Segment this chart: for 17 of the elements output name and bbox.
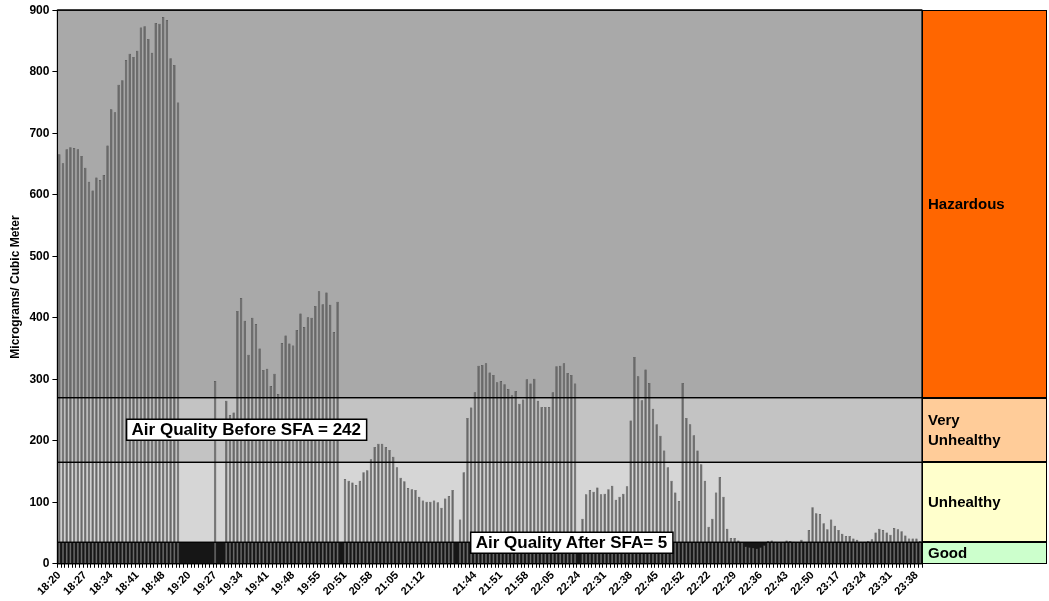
y-tick-label: 800 [29,64,50,79]
y-tick-label: 700 [29,125,50,140]
y-tick-label: 900 [29,2,50,17]
category-label: Hazardous [928,193,1005,214]
y-axis-title: Micrograms/ Cubic Meter [7,214,22,359]
y-tick-label: 100 [29,494,50,509]
annotation: Air Quality Before SFA = 242 [131,420,362,440]
y-tick-label: 600 [29,187,50,202]
y-tick-label: 500 [29,248,50,263]
y-tick-label: 400 [29,310,50,325]
category-label: Unhealthy [928,492,1001,513]
category-label: Good [928,543,968,563]
y-tick-label: 0 [42,556,50,571]
y-tick-label: 200 [29,433,50,448]
category-label: Very Unhealthy [928,409,1002,450]
annotation: Air Quality After SFA= 5 [475,533,668,553]
y-tick-label: 300 [29,371,50,386]
